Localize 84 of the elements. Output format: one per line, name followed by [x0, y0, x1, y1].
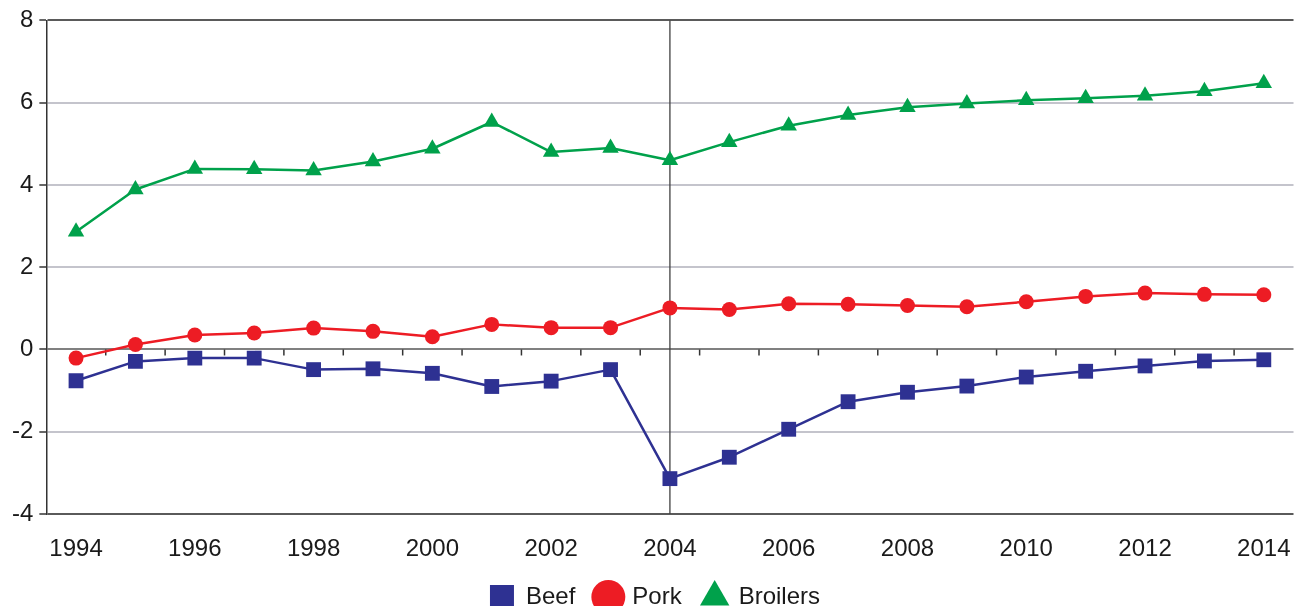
- point: [1078, 363, 1094, 379]
- point: [603, 320, 619, 336]
- point: [186, 159, 204, 174]
- x-tick-label: 1996: [168, 534, 222, 562]
- point: [306, 362, 322, 378]
- y-tick-label: 4: [19, 169, 34, 197]
- point: [246, 350, 262, 366]
- point: [662, 471, 678, 487]
- point: [899, 297, 915, 313]
- point: [781, 296, 797, 312]
- y-tick-label: 0: [19, 334, 34, 362]
- legend-label: Beef: [525, 581, 576, 606]
- point: [187, 327, 203, 343]
- point: [1137, 285, 1153, 301]
- point: [67, 222, 85, 237]
- point: [1018, 90, 1035, 105]
- point: [543, 320, 559, 336]
- point: [959, 299, 975, 315]
- point: [900, 384, 915, 400]
- legend-label: Broilers: [738, 581, 821, 606]
- point: [484, 379, 500, 394]
- point: [365, 323, 381, 339]
- point: [128, 353, 143, 369]
- point: [424, 139, 441, 154]
- point: [1196, 353, 1212, 369]
- point: [721, 132, 738, 147]
- point: [1078, 288, 1094, 304]
- y-tick-label: -2: [12, 416, 34, 444]
- y-tick-label: 6: [19, 87, 34, 115]
- legend-label: Pork: [632, 581, 683, 606]
- x-tick-label: 2004: [643, 534, 697, 562]
- point: [1256, 287, 1272, 303]
- point: [1018, 369, 1034, 385]
- x-tick-label: 1994: [49, 534, 103, 562]
- x-tick-label: 2010: [999, 534, 1053, 562]
- point: [1137, 358, 1153, 374]
- point: [305, 161, 322, 176]
- point: [246, 325, 262, 341]
- y-tick-label: -4: [12, 498, 34, 526]
- point: [1196, 81, 1213, 96]
- point: [1256, 352, 1272, 368]
- x-tick-label: 2008: [880, 534, 935, 562]
- x-tick-label: 1998: [286, 534, 341, 562]
- point: [364, 151, 382, 167]
- x-tick-label: 2002: [524, 534, 578, 562]
- point: [127, 337, 143, 353]
- point: [1196, 286, 1212, 302]
- point: [68, 373, 84, 389]
- point: [840, 394, 856, 410]
- point: [603, 362, 618, 378]
- point: [662, 300, 678, 316]
- point: [424, 365, 440, 381]
- y-tick-label: 2: [19, 251, 34, 279]
- point: [721, 302, 737, 318]
- point: [1255, 73, 1273, 89]
- point: [1018, 294, 1034, 310]
- point: [484, 316, 500, 332]
- point: [543, 373, 559, 389]
- point: [840, 296, 856, 312]
- point: [602, 138, 619, 153]
- point: [959, 378, 975, 394]
- point: [661, 150, 679, 165]
- point: [306, 320, 322, 336]
- point: [127, 179, 144, 195]
- point: [1077, 88, 1094, 103]
- x-tick-label: 2014: [1237, 534, 1291, 562]
- x-tick-label: 2000: [405, 534, 460, 562]
- point: [958, 93, 976, 109]
- point: [245, 159, 263, 175]
- point: [721, 449, 737, 465]
- point: [187, 350, 203, 366]
- point: [542, 142, 560, 157]
- x-tick-label: 2012: [1118, 534, 1172, 562]
- point: [780, 116, 797, 131]
- point: [1136, 86, 1154, 101]
- point: [68, 350, 84, 366]
- point: [365, 361, 381, 377]
- point: [483, 112, 500, 127]
- point: [781, 421, 797, 437]
- x-tick-label: 2006: [762, 534, 816, 562]
- point: [839, 105, 857, 120]
- point: [899, 97, 916, 112]
- point: [424, 329, 440, 345]
- y-tick-label: 8: [19, 5, 34, 33]
